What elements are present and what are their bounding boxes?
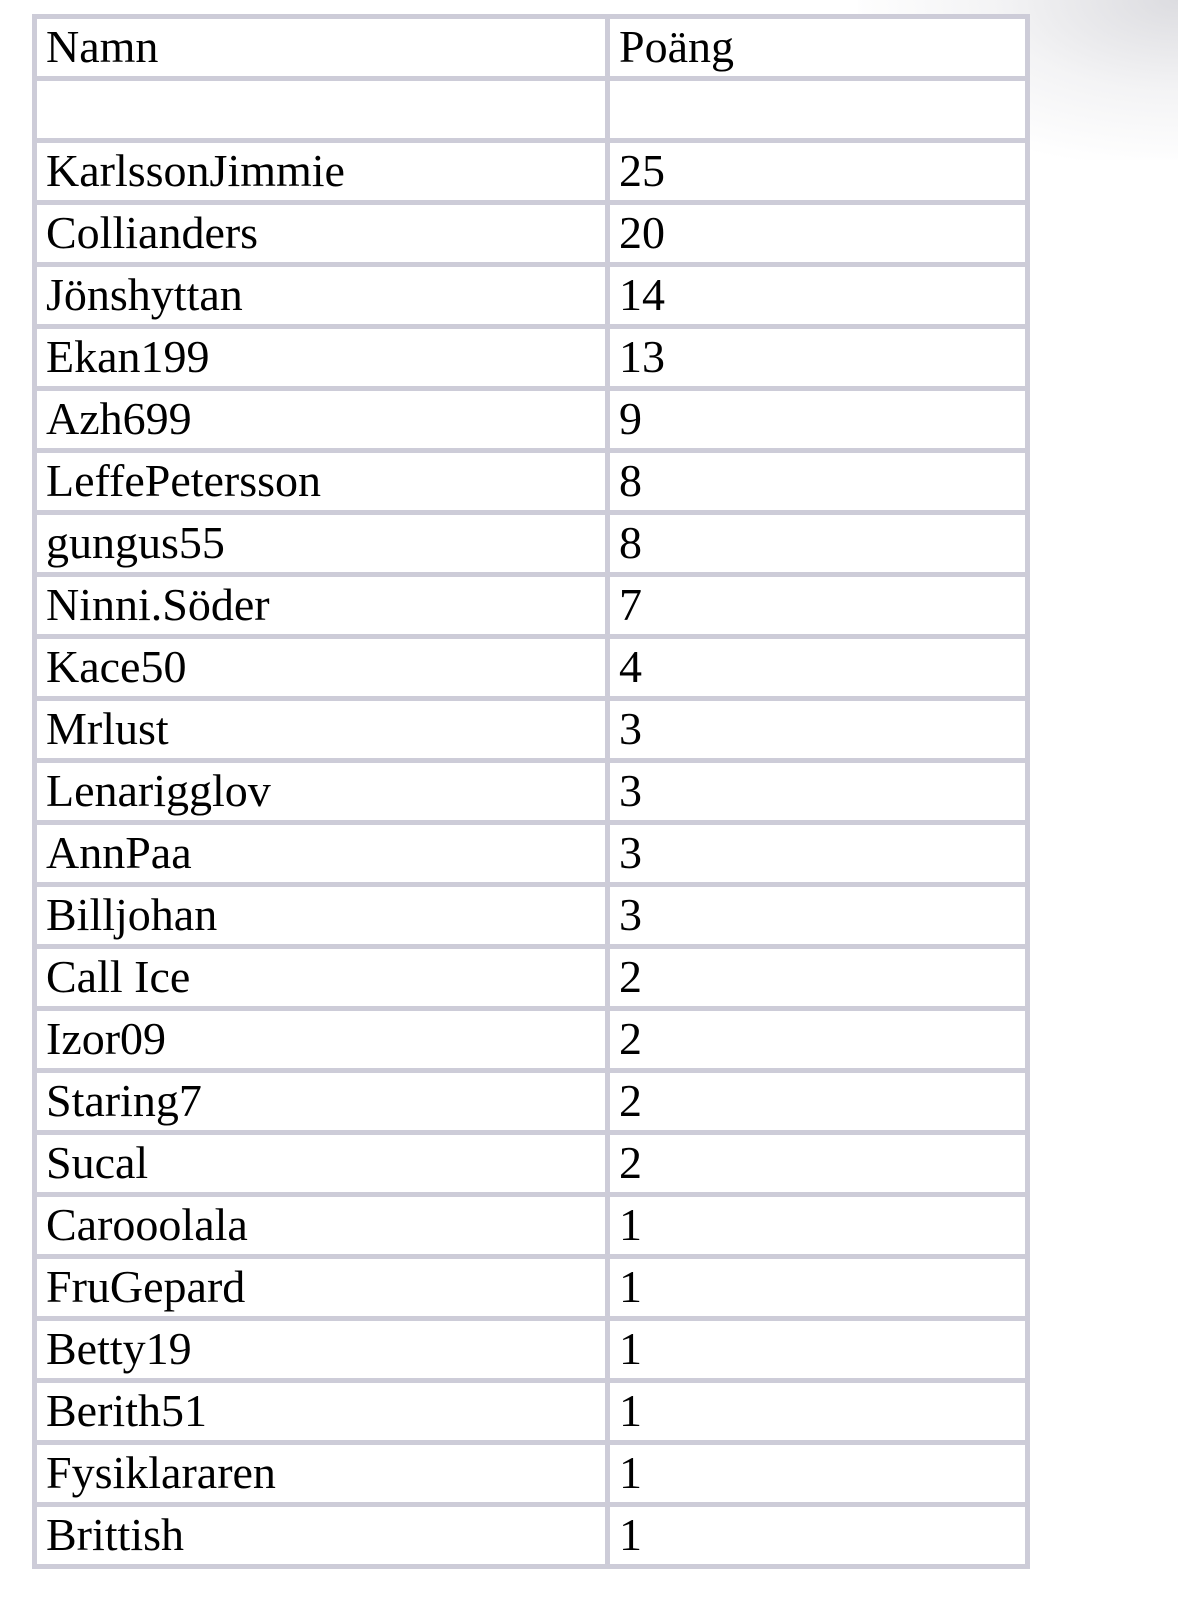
table-body: KarlssonJimmie 25 Collianders 20 Jönshyt…	[32, 138, 1030, 1569]
points-cell: 9	[605, 386, 1030, 453]
points-cell: 2	[605, 1006, 1030, 1073]
points-cell: 13	[605, 324, 1030, 391]
points-cell: 2	[605, 1130, 1030, 1197]
table-row: Billjohan 3	[32, 882, 1030, 949]
name-cell: LeffePetersson	[32, 448, 610, 515]
name-cell: Fysiklararen	[32, 1440, 610, 1507]
name-cell: Staring7	[32, 1068, 610, 1135]
points-cell: 25	[605, 138, 1030, 205]
name-cell: Billjohan	[32, 882, 610, 949]
points-cell: 1	[605, 1502, 1030, 1569]
table-row: Jönshyttan 14	[32, 262, 1030, 329]
name-cell: Azh699	[32, 386, 610, 453]
table-row: LeffePetersson 8	[32, 448, 1030, 515]
spacer-row	[32, 76, 1030, 143]
table-row: Sucal 2	[32, 1130, 1030, 1197]
points-cell: 2	[605, 1068, 1030, 1135]
points-cell: 1	[605, 1378, 1030, 1445]
table-row: FruGepard 1	[32, 1254, 1030, 1321]
points-cell: 1	[605, 1254, 1030, 1321]
table-row: Azh699 9	[32, 386, 1030, 453]
name-cell: Kace50	[32, 634, 610, 701]
name-cell: Call Ice	[32, 944, 610, 1011]
name-cell: Lenarigglov	[32, 758, 610, 825]
points-cell: 20	[605, 200, 1030, 267]
points-cell: 8	[605, 510, 1030, 577]
spacer-name-cell	[32, 76, 610, 143]
column-header-namn: Namn	[32, 14, 610, 81]
table-row: Kace50 4	[32, 634, 1030, 701]
table-header: Namn Poäng	[32, 14, 1030, 143]
points-cell: 3	[605, 882, 1030, 949]
points-cell: 3	[605, 758, 1030, 825]
points-cell: 4	[605, 634, 1030, 701]
table-row: Betty19 1	[32, 1316, 1030, 1383]
name-cell: FruGepard	[32, 1254, 610, 1321]
table-row: Brittish 1	[32, 1502, 1030, 1569]
points-cell: 1	[605, 1440, 1030, 1507]
spacer-points-cell	[605, 76, 1030, 143]
points-cell: 8	[605, 448, 1030, 515]
table-row: Carooolala 1	[32, 1192, 1030, 1259]
column-header-poang: Poäng	[605, 14, 1030, 81]
name-cell: Carooolala	[32, 1192, 610, 1259]
name-cell: Izor09	[32, 1006, 610, 1073]
table-row: gungus55 8	[32, 510, 1030, 577]
table-row: KarlssonJimmie 25	[32, 138, 1030, 205]
points-cell: 1	[605, 1192, 1030, 1259]
name-cell: Berith51	[32, 1378, 610, 1445]
name-cell: Ninni.Söder	[32, 572, 610, 639]
table-row: Izor09 2	[32, 1006, 1030, 1073]
score-table: Namn Poäng KarlssonJimmie 25 Collianders…	[32, 14, 1030, 1569]
table-row: Fysiklararen 1	[32, 1440, 1030, 1507]
points-cell: 1	[605, 1316, 1030, 1383]
table-row: AnnPaa 3	[32, 820, 1030, 887]
table-row: Collianders 20	[32, 200, 1030, 267]
table-row: Lenarigglov 3	[32, 758, 1030, 825]
name-cell: KarlssonJimmie	[32, 138, 610, 205]
table-row: Berith51 1	[32, 1378, 1030, 1445]
name-cell: Sucal	[32, 1130, 610, 1197]
table-row: Ekan199 13	[32, 324, 1030, 391]
table-row: Staring7 2	[32, 1068, 1030, 1135]
name-cell: Ekan199	[32, 324, 610, 391]
points-cell: 3	[605, 820, 1030, 887]
name-cell: Mrlust	[32, 696, 610, 763]
name-cell: AnnPaa	[32, 820, 610, 887]
table-row: Call Ice 2	[32, 944, 1030, 1011]
points-cell: 7	[605, 572, 1030, 639]
header-row: Namn Poäng	[32, 14, 1030, 81]
table-row: Ninni.Söder 7	[32, 572, 1030, 639]
points-cell: 3	[605, 696, 1030, 763]
name-cell: Betty19	[32, 1316, 610, 1383]
points-cell: 2	[605, 944, 1030, 1011]
name-cell: Jönshyttan	[32, 262, 610, 329]
table-row: Mrlust 3	[32, 696, 1030, 763]
points-cell: 14	[605, 262, 1030, 329]
name-cell: gungus55	[32, 510, 610, 577]
name-cell: Collianders	[32, 200, 610, 267]
name-cell: Brittish	[32, 1502, 610, 1569]
